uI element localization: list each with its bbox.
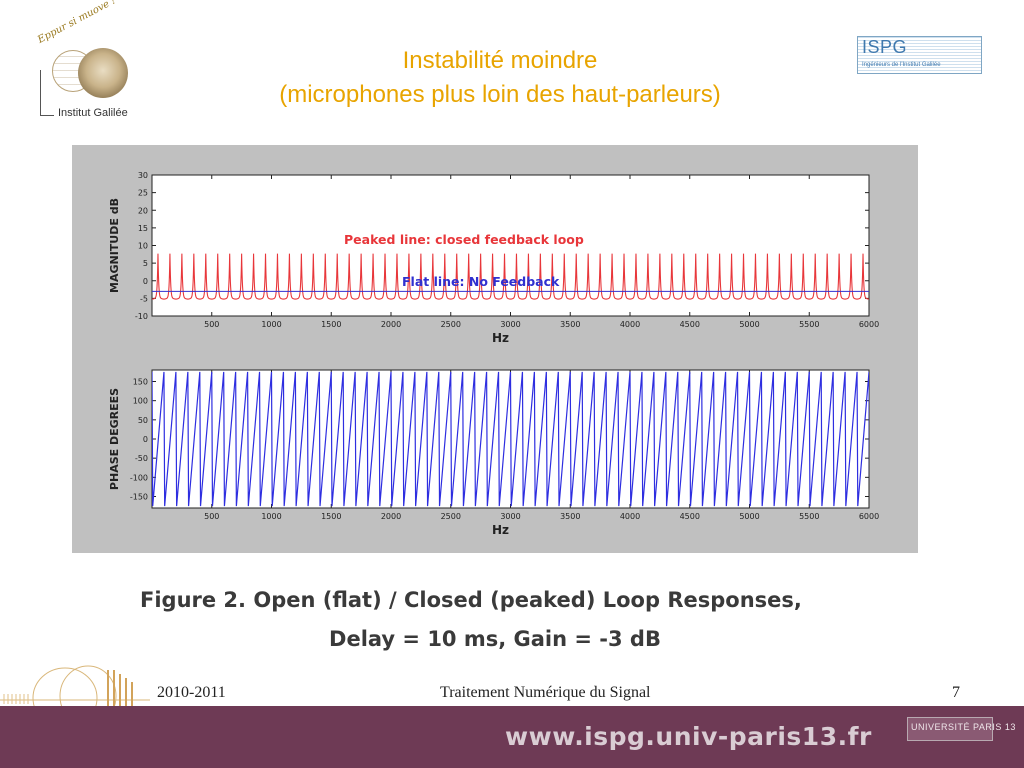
ispg-logo-subtext: Ingénieurs de l'Institut Galilée [862, 62, 941, 68]
y-tick-label: -10 [135, 312, 148, 321]
y-tick-label: 20 [138, 206, 148, 215]
x-tick-label: 1000 [261, 320, 281, 329]
x-tick-label: 500 [204, 512, 219, 521]
x-tick-label: 4500 [680, 512, 700, 521]
slide-subtitle: (microphones plus loin des haut-parleurs… [279, 81, 721, 108]
x-tick-label: 4000 [620, 320, 640, 329]
figure-caption: Figure 2. Open (flat) / Closed (peaked) … [140, 588, 802, 612]
y-tick-label: 30 [138, 171, 148, 180]
y-tick-label: 50 [138, 416, 148, 425]
peaked-series-line [152, 253, 869, 300]
paris13-logo: UNIVERSITÉ PARIS 13 [907, 717, 1015, 741]
y-tick-label: 25 [138, 189, 148, 198]
x-tick-label: 1000 [261, 512, 281, 521]
x-tick-label: 2500 [441, 320, 461, 329]
institut-galilee-logo: Eppur si muove ! Institut Galilée [30, 0, 150, 120]
peaked-series-annotation: Peaked line: closed feedback loop [344, 232, 584, 247]
y-tick-label: 15 [138, 224, 148, 233]
footer-decoration-icon [0, 665, 150, 710]
x-tick-label: 3000 [500, 512, 520, 521]
y-axis-label: PHASE DEGREES [108, 388, 121, 490]
y-tick-label: -150 [130, 493, 148, 502]
x-tick-label: 5500 [799, 320, 819, 329]
flat-series-annotation: Flat line: No Feedback [402, 274, 560, 289]
phase-series-line [152, 371, 869, 507]
x-tick-label: 2500 [441, 512, 461, 521]
x-tick-label: 3000 [500, 320, 520, 329]
x-tick-label: 3500 [560, 512, 580, 521]
logo-motto: Eppur si muove ! [36, 0, 118, 46]
x-axis-label: Hz [492, 331, 509, 345]
x-tick-label: 2000 [381, 512, 401, 521]
y-tick-label: 0 [143, 435, 148, 444]
figure-caption-params: Delay = 10 ms, Gain = -3 dB [329, 627, 661, 651]
logo-rule [40, 70, 41, 116]
x-tick-label: 1500 [321, 512, 341, 521]
y-tick-label: 100 [133, 397, 148, 406]
footer-url-link[interactable]: www.ispg.univ-paris13.fr [505, 722, 872, 751]
y-tick-label: 10 [138, 242, 148, 251]
ispg-logo-text: ISPG [862, 37, 908, 57]
footer-year: 2010-2011 [157, 684, 226, 701]
paris13-logo-text: UNIVERSITÉ PARIS 13 [911, 722, 1016, 732]
x-tick-label: 5000 [739, 320, 759, 329]
y-tick-label: 0 [143, 277, 148, 286]
y-tick-label: -50 [135, 454, 148, 463]
x-tick-label: 5000 [739, 512, 759, 521]
galileo-portrait-icon [78, 48, 128, 98]
x-tick-label: 3500 [560, 320, 580, 329]
x-tick-label: 4500 [680, 320, 700, 329]
footer-course: Traitement Numérique du Signal [440, 684, 651, 701]
x-tick-label: 2000 [381, 320, 401, 329]
page-number: 7 [952, 684, 960, 701]
phase-plot: -150 -100 -50 0 50 100 150 500 1000 1500 2000 2500 3… [108, 369, 879, 537]
x-tick-label: 6000 [859, 512, 879, 521]
y-tick-label: 150 [133, 378, 148, 387]
y-axis-label: MAGNITUDE dB [108, 198, 121, 293]
x-tick-label: 500 [204, 320, 219, 329]
logo-name: Institut Galilée [58, 107, 128, 119]
footer-bar: www.ispg.univ-paris13.fr UNIVERSITÉ PARI… [0, 706, 1024, 768]
magnitude-plot: -10 -5 0 5 10 15 20 25 30 500 1000 1500 2000 2500 3000… [108, 171, 879, 345]
y-tick-label: -5 [140, 294, 148, 303]
y-tick-label: 5 [143, 259, 148, 268]
y-tick-label: -100 [130, 473, 148, 482]
x-tick-label: 5500 [799, 512, 819, 521]
ispg-logo: ISPG Ingénieurs de l'Institut Galilée [857, 36, 982, 74]
x-tick-label: 6000 [859, 320, 879, 329]
x-axis-label: Hz [492, 523, 509, 537]
x-tick-label: 1500 [321, 320, 341, 329]
plot-area [151, 174, 870, 317]
figure-panel: -10 -5 0 5 10 15 20 25 30 500 1000 1500 2000 2500 3000… [72, 145, 918, 553]
x-tick-label: 4000 [620, 512, 640, 521]
logo-rule [40, 115, 54, 116]
slide-title: Instabilité moindre [402, 47, 598, 74]
